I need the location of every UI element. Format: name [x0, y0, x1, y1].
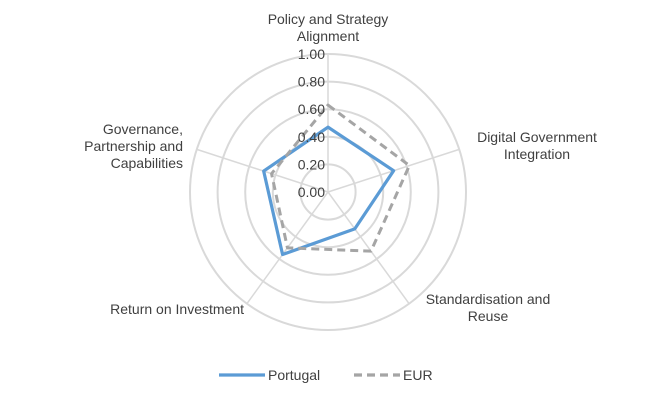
tick-label-4: 0.80 — [298, 74, 325, 90]
axis-label-2-line-1: Reuse — [468, 308, 509, 324]
axis-label-4-line-1: Partnership and — [84, 138, 183, 154]
axis-label-0-line-0: Policy and Strategy — [268, 11, 389, 27]
legend: Portugal EUR — [219, 367, 433, 383]
axis-label-3: Return on Investment — [110, 301, 244, 317]
legend-label-eur: EUR — [403, 367, 433, 383]
tick-label-5: 1.00 — [298, 46, 325, 62]
tick-label-1: 0.20 — [298, 156, 325, 172]
tick-label-3: 0.60 — [298, 101, 325, 117]
radar-grid — [190, 54, 466, 330]
axis-label-2-line-0: Standardisation and — [426, 291, 551, 307]
tick-label-2: 0.40 — [298, 129, 325, 145]
axis-label-3-line-0: Return on Investment — [110, 301, 244, 317]
axis-label-1-line-0: Digital Government — [477, 129, 597, 145]
axis-label-0-line-1: Alignment — [297, 28, 359, 44]
tick-label-0: 0.00 — [298, 184, 325, 200]
axis-label-4-line-2: Capabilities — [111, 155, 183, 171]
radar-series — [264, 105, 410, 255]
axis-label-1-line-1: Integration — [504, 146, 570, 162]
axis-label-4-line-0: Governance, — [103, 121, 183, 137]
legend-label-portugal: Portugal — [268, 367, 320, 383]
